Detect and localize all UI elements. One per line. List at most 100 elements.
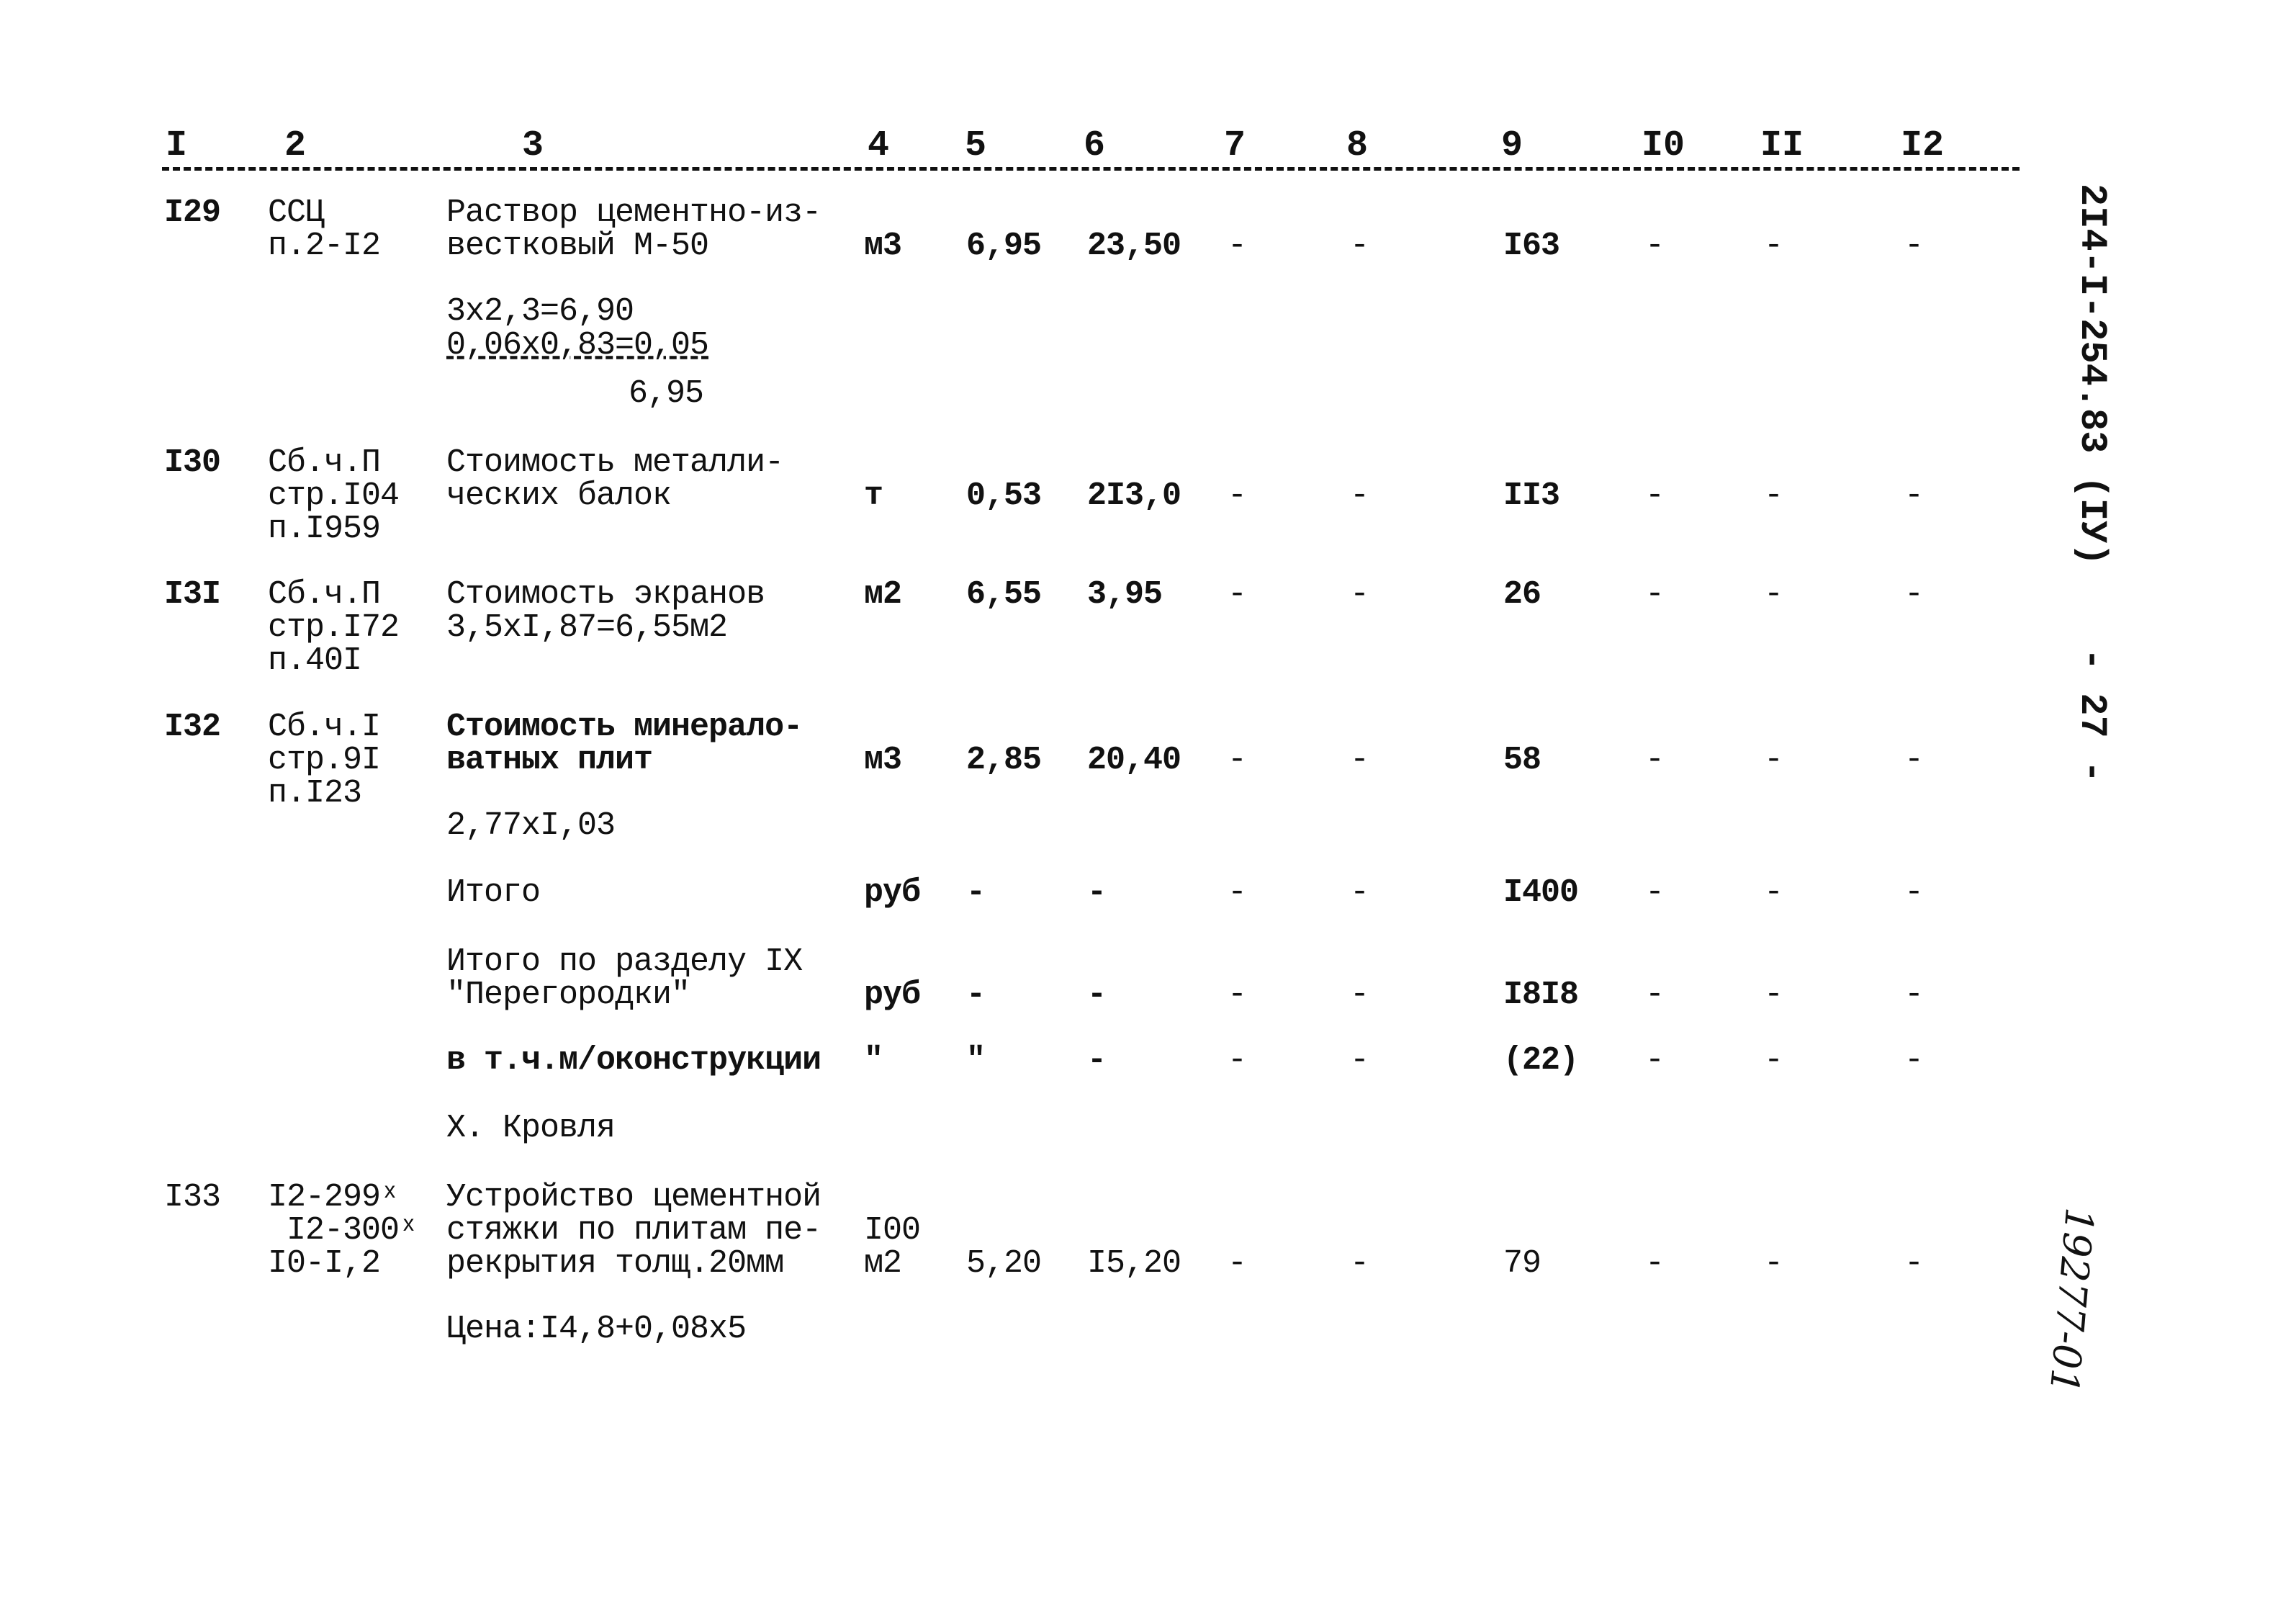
cell-c6: - [1087,1042,1107,1079]
cell-ref: ССЦ п.2-I2 [268,194,381,264]
cell-c7: - [1228,874,1247,911]
cell-c8: - [1350,1042,1369,1079]
calculation-line: 3x2,3=6,90 [446,293,634,330]
cell-c8: - [1350,1245,1369,1282]
column-header-4: 4 [868,125,890,166]
cell-unit: м3 [864,742,902,778]
cell-c6: 20,40 [1087,742,1181,778]
cell-no: I30 [164,444,221,481]
cell-desc: Устройство цементной стяжки по плитам пе… [446,1179,821,1282]
calculation-line: 6,95 [629,375,704,412]
cell-c12: - [1904,228,1924,264]
cell-c6: - [1087,874,1107,911]
cell-c6: I5,20 [1087,1245,1181,1282]
cell-c11: - [1764,576,1783,613]
cell-desc: Раствор цементно-из- вестковый М-50 [446,194,821,264]
cell-c7: - [1228,228,1247,264]
cell-c8: - [1350,977,1369,1013]
column-header-11: II [1760,125,1804,166]
cell-c12: - [1904,477,1924,514]
cell-c11: - [1764,1245,1783,1282]
cell-c8: - [1350,228,1369,264]
cell-c7: - [1228,477,1247,514]
cell-ref: Сб.ч.I стр.9I п.I23 [268,709,381,812]
handwritten-number: 19277-01 [2040,1206,2102,1396]
calculation-line: Цена:I4,8+0,08x5 [446,1311,747,1347]
cell-ref: I2-299ˣ I2-300ˣ I0-I,2 [268,1179,418,1282]
cell-c8: - [1350,874,1369,911]
cell-c11: - [1764,477,1783,514]
cell-c12: - [1904,874,1924,911]
cell-c9: 79 [1503,1245,1541,1282]
cell-c7: - [1228,1042,1247,1079]
cell-c7: - [1228,1245,1247,1282]
cell-desc: Стоимость экранов 3,5xI,87=6,55м2 [446,576,765,646]
cell-c5: 6,55 [966,576,1042,613]
cell-c9: 26 [1503,576,1541,613]
cell-c10: - [1645,1245,1665,1282]
cell-c9: I400 [1503,874,1579,911]
cell-c10: - [1645,977,1665,1013]
cell-c9: (22) [1503,1042,1579,1079]
column-header-8: 8 [1346,125,1369,166]
cell-c7: - [1228,576,1247,613]
column-header-5: 5 [965,125,987,166]
cell-desc: Х. Кровля [446,1110,616,1146]
cell-c9: 58 [1503,742,1541,778]
cell-c9: I63 [1503,228,1560,264]
cell-unit: I00 м2 [864,1212,921,1282]
cell-c8: - [1350,576,1369,613]
calculation-line: 2,77xI,03 [446,807,616,844]
cell-c11: - [1764,742,1783,778]
cell-c11: - [1764,1042,1783,1079]
column-header-7: 7 [1224,125,1246,166]
document-code: 2I4-I-254.83 (IУ) [2071,184,2113,566]
cell-no: I29 [164,194,221,231]
cell-c5: - [966,977,986,1013]
cell-ref: Сб.ч.П стр.I72 п.40I [268,576,400,679]
cell-c7: - [1228,977,1247,1013]
page-number: - 27 - [2071,648,2113,784]
cell-unit: " [864,1042,883,1079]
cell-c5: " [966,1042,986,1079]
cell-c5: - [966,874,986,911]
cell-c7: - [1228,742,1247,778]
cell-c12: - [1904,977,1924,1013]
cell-unit: руб [864,874,921,911]
cell-c6: 3,95 [1087,576,1163,613]
cell-c10: - [1645,1042,1665,1079]
cell-c5: 6,95 [966,228,1042,264]
cell-unit: м3 [864,228,902,264]
cell-no: I33 [164,1179,221,1216]
cell-c9: II3 [1503,477,1560,514]
cell-c12: - [1904,1042,1924,1079]
cell-c5: 5,20 [966,1245,1042,1282]
cell-c6: - [1087,977,1107,1013]
cell-ref: Сб.ч.П стр.I04 п.I959 [268,444,400,547]
cell-unit: руб [864,977,921,1013]
cell-unit: м2 [864,576,902,613]
cell-c12: - [1904,576,1924,613]
cell-no: I32 [164,709,221,745]
cell-c5: 2,85 [966,742,1042,778]
cell-unit: т [864,477,883,514]
cell-no: I3I [164,576,221,613]
cell-c10: - [1645,228,1665,264]
cell-desc: в т.ч.м/оконструкции [446,1042,821,1079]
cell-c6: 23,50 [1087,228,1181,264]
column-header-12: I2 [1901,125,1945,166]
cell-c6: 2I3,0 [1087,477,1181,514]
calculation-line: 0,06x0,83=0,05 [446,327,709,364]
cell-desc: Стоимость металли- ческих балок [446,444,784,514]
cell-c11: - [1764,228,1783,264]
column-header-10: I0 [1642,125,1685,166]
column-header-6: 6 [1084,125,1106,166]
cell-c10: - [1645,576,1665,613]
column-header-9: 9 [1501,125,1523,166]
cell-desc: Стоимость минерало- ватных плит [446,709,803,778]
cell-desc: Итого по разделу IX "Перегородки" [446,943,803,1013]
column-header-3: 3 [522,125,544,166]
cell-c9: I8I8 [1503,977,1579,1013]
column-header-2: 2 [284,125,307,166]
cell-c10: - [1645,477,1665,514]
